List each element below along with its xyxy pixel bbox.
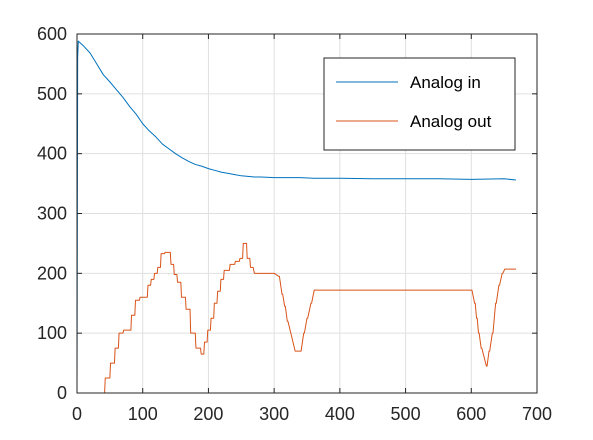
legend-label: Analog in [410, 73, 481, 92]
x-tick-label: 500 [391, 404, 421, 424]
y-tick-label: 500 [37, 84, 67, 104]
y-tick-label: 100 [37, 323, 67, 343]
legend-label: Analog out [410, 112, 492, 131]
series-layer [76, 40, 517, 394]
y-tick-label: 0 [57, 383, 67, 403]
x-tick-label: 200 [193, 404, 223, 424]
x-tick-label: 400 [325, 404, 355, 424]
legend: Analog in Analog out [323, 57, 516, 151]
y-tick-label: 600 [37, 24, 67, 44]
x-tick-label: 600 [456, 404, 486, 424]
series-line-1 [76, 40, 517, 394]
legend-box [323, 57, 516, 151]
axis-ticks: 0 100 200 300 400 500 600 700 0 100 200 300 400 500 60… [37, 24, 552, 424]
y-tick-label: 300 [37, 204, 67, 224]
x-tick-label: 100 [128, 404, 158, 424]
y-tick-label: 400 [37, 144, 67, 164]
x-tick-label: 0 [72, 404, 82, 424]
y-tick-label: 200 [37, 263, 67, 283]
x-tick-label: 700 [522, 404, 552, 424]
x-tick-label: 300 [259, 404, 289, 424]
series-line-2 [77, 242, 516, 394]
